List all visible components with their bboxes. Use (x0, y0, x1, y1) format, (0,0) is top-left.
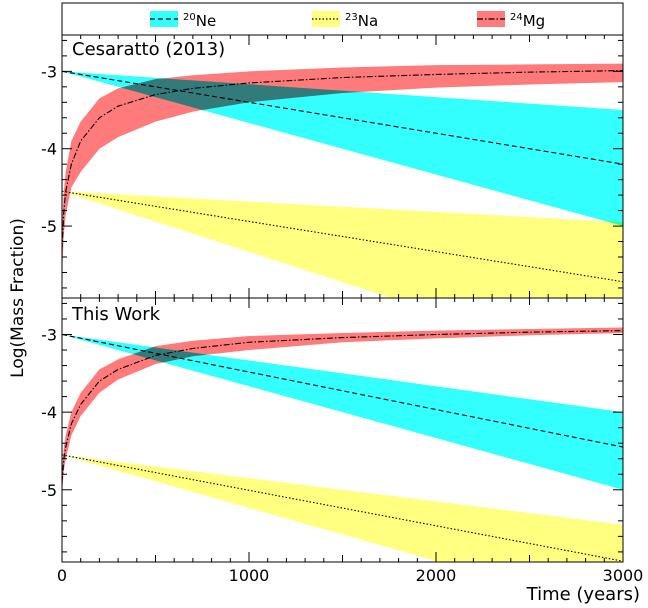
line-ne-cesaratto (62, 70, 623, 165)
x-tick-label: 3000 (603, 566, 644, 585)
x-tick-label: 2000 (416, 566, 457, 585)
y-tick-label-cesaratto: -4 (41, 140, 57, 159)
legend-label-mg: 24Mg (510, 12, 545, 30)
band-na-cesaratto (62, 191, 623, 298)
line-ne-this-work (62, 333, 623, 448)
y-tick-label-cesaratto: -5 (41, 217, 57, 236)
y-tick-label-this-work: -5 (41, 481, 57, 500)
panel-title-this-work: This Work (71, 304, 161, 325)
x-tick-label: 0 (57, 566, 67, 585)
legend-entry-ne: 20Ne (150, 11, 216, 30)
legend-swatch-ne (150, 11, 178, 27)
y-tick-label-this-work: -4 (41, 403, 57, 422)
line-mg-cesaratto (62, 70, 623, 250)
panel-title-cesaratto: Cesaratto (2013) (72, 39, 225, 60)
line-na-cesaratto (62, 190, 623, 283)
legend: 20Ne 23Na 24Mg (61, 2, 624, 36)
panel-this-work (62, 327, 623, 562)
legend-label-ne: 20Ne (183, 12, 216, 30)
y-tick-label-cesaratto: -3 (41, 62, 57, 81)
x-tick-label: 1000 (229, 566, 270, 585)
y-tick-label-this-work: -3 (41, 325, 57, 344)
legend-entry-na: 23Na (312, 11, 378, 30)
y-axis-label: Log(Mass Fraction) (8, 218, 28, 378)
band-na-this-work (62, 454, 623, 562)
line-na-this-work (62, 454, 623, 562)
band-ne-this-work (62, 334, 623, 490)
axis-ticks: -3 -4 -5 -3 -4 -5 0 1000 2000 3000 (41, 35, 643, 585)
x-axis-label: Time (years) (526, 584, 640, 605)
legend-entry-mg: 24Mg (477, 11, 545, 30)
legend-label-na: 23Na (345, 12, 378, 30)
panel-cesaratto (62, 63, 623, 298)
